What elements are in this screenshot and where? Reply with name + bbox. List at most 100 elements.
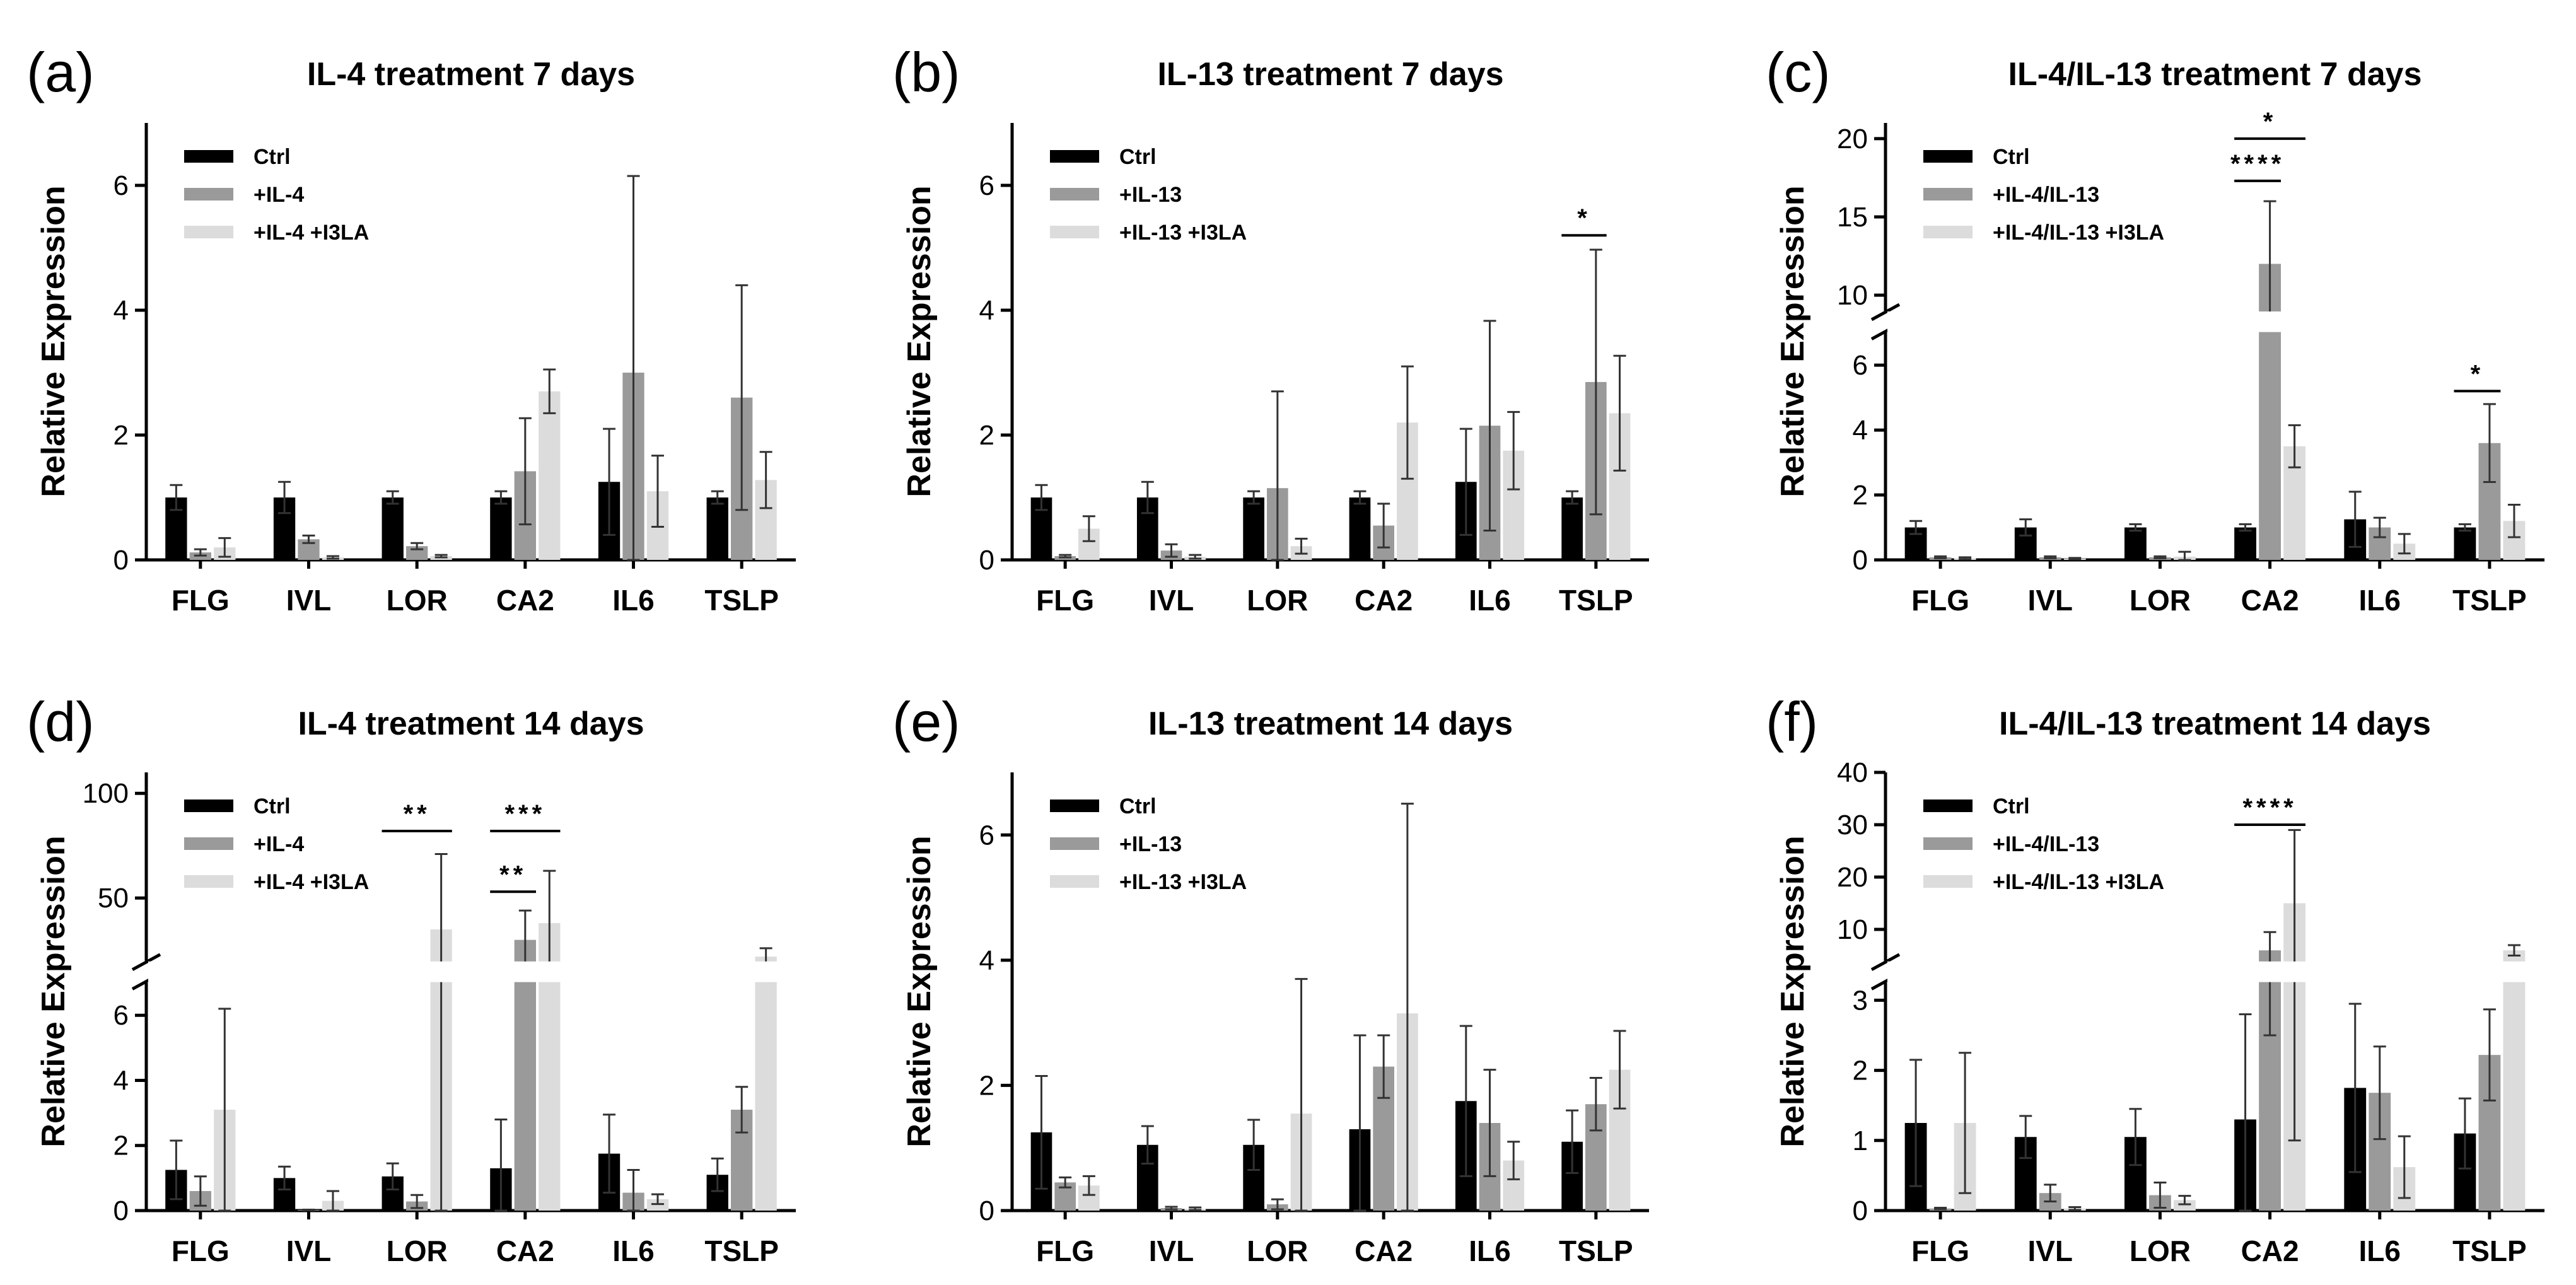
y-tick-label: 10 [1837, 280, 1868, 311]
axis-break-gap [148, 961, 796, 982]
x-tick-label: TSLP [704, 1235, 779, 1267]
y-tick-label: 2 [979, 420, 994, 451]
x-tick-label: CA2 [2241, 584, 2299, 617]
legend-label: +IL-4/IL-13 +I3LA [1993, 221, 2164, 245]
y-tick-label: 0 [979, 545, 994, 576]
y-tick-label: 2 [1853, 480, 1868, 511]
x-tick-label: IVL [2027, 1235, 2073, 1267]
panel-label: (b) [892, 41, 960, 103]
axis-break-mark [131, 953, 161, 972]
bar-ctrl-lor [1243, 497, 1264, 560]
chart-panel-d: (d) IL-4 treatment 14 days Relative Expres… [26, 690, 796, 1267]
legend-swatch [184, 188, 233, 201]
legend-swatch [1050, 150, 1099, 163]
y-tick-label: 0 [114, 1195, 129, 1226]
y-tick-label: 2 [979, 1070, 994, 1101]
x-tick-label: IVL [286, 584, 332, 617]
significance-marker: * [2263, 108, 2277, 136]
bar-ctrl-tslp [1561, 497, 1583, 560]
legend-swatch [1050, 875, 1099, 888]
legend-label: Ctrl [1119, 145, 1157, 169]
bar-il-4-il-13-i3la-lor [2174, 1200, 2196, 1211]
x-tick-label: FLG [1911, 1235, 1969, 1267]
y-tick-label: 6 [114, 170, 129, 201]
y-tick-label: 100 [83, 778, 129, 809]
y-tick-label: 30 [1837, 810, 1868, 840]
panel-title: IL-4 treatment 14 days [298, 706, 644, 742]
panel-label: (d) [26, 690, 95, 753]
bar-il-4-i3la-ca2 [539, 391, 561, 560]
panel-label: (e) [892, 690, 960, 753]
x-tick-label: IL6 [2359, 584, 2401, 617]
panel-label: (a) [26, 41, 95, 103]
y-tick-label: 40 [1837, 757, 1868, 788]
x-tick-label: FLG [172, 1235, 230, 1267]
significance-marker: ** [499, 861, 527, 888]
y-tick-label: 6 [979, 170, 994, 201]
legend-label: +IL-4/IL-13 +I3LA [1993, 870, 2164, 894]
axis-break-mark [1870, 953, 1901, 972]
x-tick-label: TSLP [704, 584, 779, 617]
y-tick-label: 2 [114, 420, 129, 451]
legend-swatch [1923, 799, 1973, 812]
y-tick-label: 3 [1853, 985, 1868, 1016]
significance-marker: **** [2230, 150, 2285, 178]
legend-swatch [1923, 188, 1973, 201]
y-tick-label: 20 [1837, 124, 1868, 154]
x-tick-label: TSLP [2452, 1235, 2527, 1267]
y-axis-title: Relative Expression [1775, 185, 1811, 497]
panel-title: IL-4 treatment 7 days [307, 56, 635, 93]
bar-il-4-i3la-tslp [755, 956, 777, 1211]
panel-title: IL-4/IL-13 treatment 7 days [2008, 56, 2422, 93]
axis-break-gap [1887, 311, 2544, 332]
legend-swatch [1050, 837, 1099, 850]
x-tick-label: LOR [1247, 584, 1308, 617]
x-tick-label: CA2 [496, 584, 554, 617]
legend-label: +IL-13 [1119, 832, 1182, 856]
panel-title: IL-13 treatment 14 days [1148, 706, 1513, 742]
x-tick-label: CA2 [496, 1235, 554, 1267]
x-tick-label: IL6 [612, 1235, 654, 1267]
bar-il-4-il-13-i3la-tslp [2503, 950, 2526, 1211]
legend-swatch [1923, 226, 1973, 238]
legend-label: Ctrl [1993, 794, 2030, 818]
chart-panel-a: (a) IL-4 treatment 7 days Relative Express… [26, 41, 796, 617]
legend-swatch [1050, 226, 1099, 238]
y-tick-label: 4 [979, 945, 994, 976]
x-tick-label: IL6 [2359, 1235, 2401, 1267]
y-tick-label: 6 [114, 1000, 129, 1031]
bar-il-4-ca2 [514, 939, 536, 1211]
legend-label: +IL-4 [254, 183, 304, 207]
x-tick-label: LOR [1247, 1235, 1308, 1267]
x-tick-label: TSLP [1559, 1235, 1633, 1267]
legend-label: +IL-4 +I3LA [254, 870, 369, 894]
legend-swatch [1923, 837, 1973, 850]
y-tick-label: 2 [1853, 1055, 1868, 1086]
x-tick-label: FLG [1036, 1235, 1094, 1267]
legend-swatch [1923, 875, 1973, 888]
significance-marker: * [2471, 360, 2485, 388]
legend-label: Ctrl [1119, 794, 1157, 818]
significance-marker: ** [404, 800, 431, 828]
legend-label: Ctrl [1993, 145, 2030, 169]
chart-panel-b: (b) IL-13 treatment 7 days Relative Expres… [892, 41, 1649, 617]
panel-label: (c) [1766, 41, 1831, 103]
legend-label: +IL-13 [1119, 183, 1182, 207]
y-tick-label: 50 [98, 883, 129, 914]
y-axis-title: Relative Expression [901, 835, 938, 1147]
legend-swatch [184, 150, 233, 163]
legend-swatch [1050, 799, 1099, 812]
x-tick-label: IL6 [1469, 1235, 1510, 1267]
legend-swatch [184, 799, 233, 812]
x-tick-label: LOR [387, 584, 448, 617]
y-axis-title: Relative Expression [35, 185, 72, 497]
bar-ctrl-tslp [706, 497, 728, 560]
x-tick-label: FLG [172, 584, 230, 617]
chart-panel-f: (f) IL-4/IL-13 treatment 14 days Relative … [1766, 690, 2544, 1267]
legend-swatch [1050, 188, 1099, 201]
y-tick-label: 6 [979, 820, 994, 851]
legend-swatch [184, 226, 233, 238]
legend-swatch [184, 837, 233, 850]
x-tick-label: CA2 [1355, 1235, 1413, 1267]
